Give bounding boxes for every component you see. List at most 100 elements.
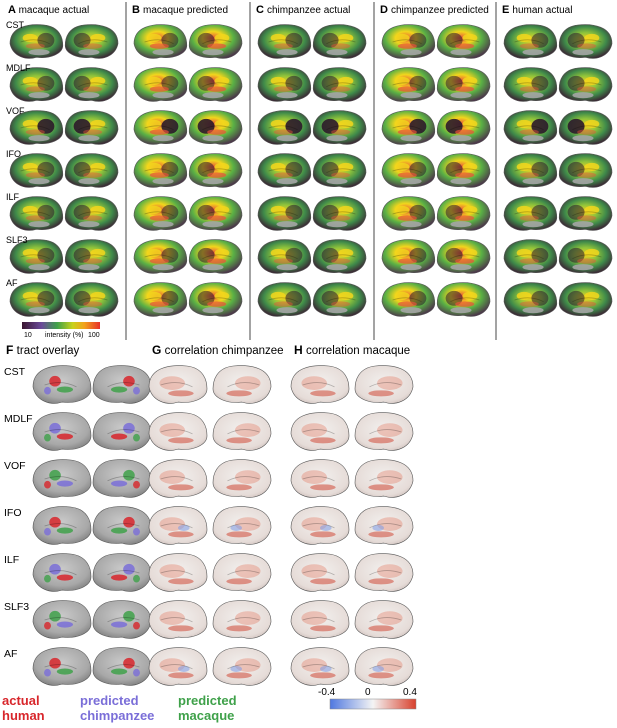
brain-g-right [212, 600, 272, 639]
tract-label-top-slf3: SLF3 [6, 235, 28, 245]
brain-g-left [148, 600, 208, 639]
intensity-max-label: 100 [88, 332, 100, 339]
brain-b-left [133, 239, 188, 274]
brain-a-right [64, 153, 119, 188]
brain-h-left [290, 600, 350, 639]
brain-f-right [92, 553, 152, 592]
legend-macaque-line2: macaque [178, 708, 234, 723]
brain-e-right [558, 239, 613, 274]
brain-c-left [257, 239, 312, 274]
intensity-min-label: 10 [24, 332, 32, 339]
brain-e-left [503, 24, 558, 59]
brain-f-right [92, 647, 152, 686]
tract-label-top-vof: VOF [6, 106, 25, 116]
brain-f-left [32, 600, 92, 639]
brain-e-right [558, 196, 613, 231]
brain-h-right [354, 647, 414, 686]
brain-a-left [9, 239, 64, 274]
panel-title-a: A macaque actual [8, 4, 89, 16]
brain-e-left [503, 153, 558, 188]
brain-c-left [257, 282, 312, 317]
brain-a-right [64, 24, 119, 59]
brain-g-right [212, 647, 272, 686]
brain-g-left [148, 365, 208, 404]
panel-title-e: E human actual [502, 4, 572, 16]
brain-b-right [188, 24, 243, 59]
brain-b-left [133, 67, 188, 102]
brain-f-left [32, 412, 92, 451]
brain-h-right [354, 553, 414, 592]
brain-h-left [290, 553, 350, 592]
tract-label-bottom-ifo: IFO [4, 507, 22, 519]
tract-label-top-af: AF [6, 278, 18, 288]
brain-g-left [148, 412, 208, 451]
brain-d-left [381, 153, 436, 188]
corr-label-pos: 0.4 [403, 687, 417, 698]
brain-f-right [92, 506, 152, 545]
brain-f-left [32, 365, 92, 404]
brain-e-left [503, 196, 558, 231]
intensity-colorbar-gradient [22, 322, 100, 329]
correlation-colorbar-gradient [329, 698, 417, 710]
brain-e-right [558, 24, 613, 59]
brain-a-left [9, 24, 64, 59]
tract-label-bottom-ilf: ILF [4, 554, 19, 566]
brain-f-right [92, 459, 152, 498]
brain-d-right [436, 24, 491, 59]
brain-c-right [312, 153, 367, 188]
legend-actual-line2: human [2, 708, 45, 723]
brain-d-right [436, 239, 491, 274]
brain-c-left [257, 196, 312, 231]
legend-chimp-line1: predicted [80, 693, 139, 708]
brain-a-right [64, 67, 119, 102]
brain-e-left [503, 282, 558, 317]
brain-d-right [436, 153, 491, 188]
brain-grid [9, 24, 613, 686]
intensity-colorbar: 10 intensity (%) 100 [22, 322, 100, 339]
brain-g-right [212, 506, 272, 545]
figure-labels: A macaque actual B macaque predicted C chi… [4, 4, 572, 660]
brain-c-right [312, 67, 367, 102]
brain-d-right [436, 67, 491, 102]
panel-title-h: H correlation macaque [294, 343, 410, 357]
brain-f-left [32, 506, 92, 545]
brain-e-left [503, 239, 558, 274]
brain-c-right [312, 24, 367, 59]
panel-title-c: C chimpanzee actual [256, 4, 350, 16]
brain-b-left [133, 282, 188, 317]
brain-h-right [354, 506, 414, 545]
brain-b-right [188, 282, 243, 317]
brain-c-left [257, 153, 312, 188]
tract-label-bottom-cst: CST [4, 366, 26, 378]
brain-g-left [148, 459, 208, 498]
tract-label-top-ifo: IFO [6, 149, 21, 159]
brain-c-right [312, 282, 367, 317]
brain-d-left [381, 67, 436, 102]
intensity-colorbar-label: intensity (%) [45, 332, 84, 339]
brain-b-right [188, 67, 243, 102]
brain-h-left [290, 365, 350, 404]
brain-f-right [92, 412, 152, 451]
brain-h-left [290, 412, 350, 451]
brain-c-right [312, 239, 367, 274]
brain-c-right [312, 196, 367, 231]
panel-title-d: D chimpanzee predicted [380, 4, 489, 16]
brain-d-right [436, 110, 491, 145]
brain-g-right [212, 365, 272, 404]
brain-e-right [558, 67, 613, 102]
brain-f-left [32, 647, 92, 686]
legend-actual-line1: actual [2, 693, 40, 708]
tract-label-bottom-slf3: SLF3 [4, 601, 29, 613]
brain-f-left [32, 553, 92, 592]
brain-h-left [290, 506, 350, 545]
correlation-colorbar: -0.4 0 0.4 [318, 687, 417, 710]
brain-h-right [354, 459, 414, 498]
brain-b-right [188, 153, 243, 188]
brain-d-left [381, 239, 436, 274]
brain-d-left [381, 196, 436, 231]
brain-h-left [290, 459, 350, 498]
legend-macaque-line1: predicted [178, 693, 237, 708]
panel-title-g: G correlation chimpanzee [152, 343, 284, 357]
brain-e-right [558, 110, 613, 145]
